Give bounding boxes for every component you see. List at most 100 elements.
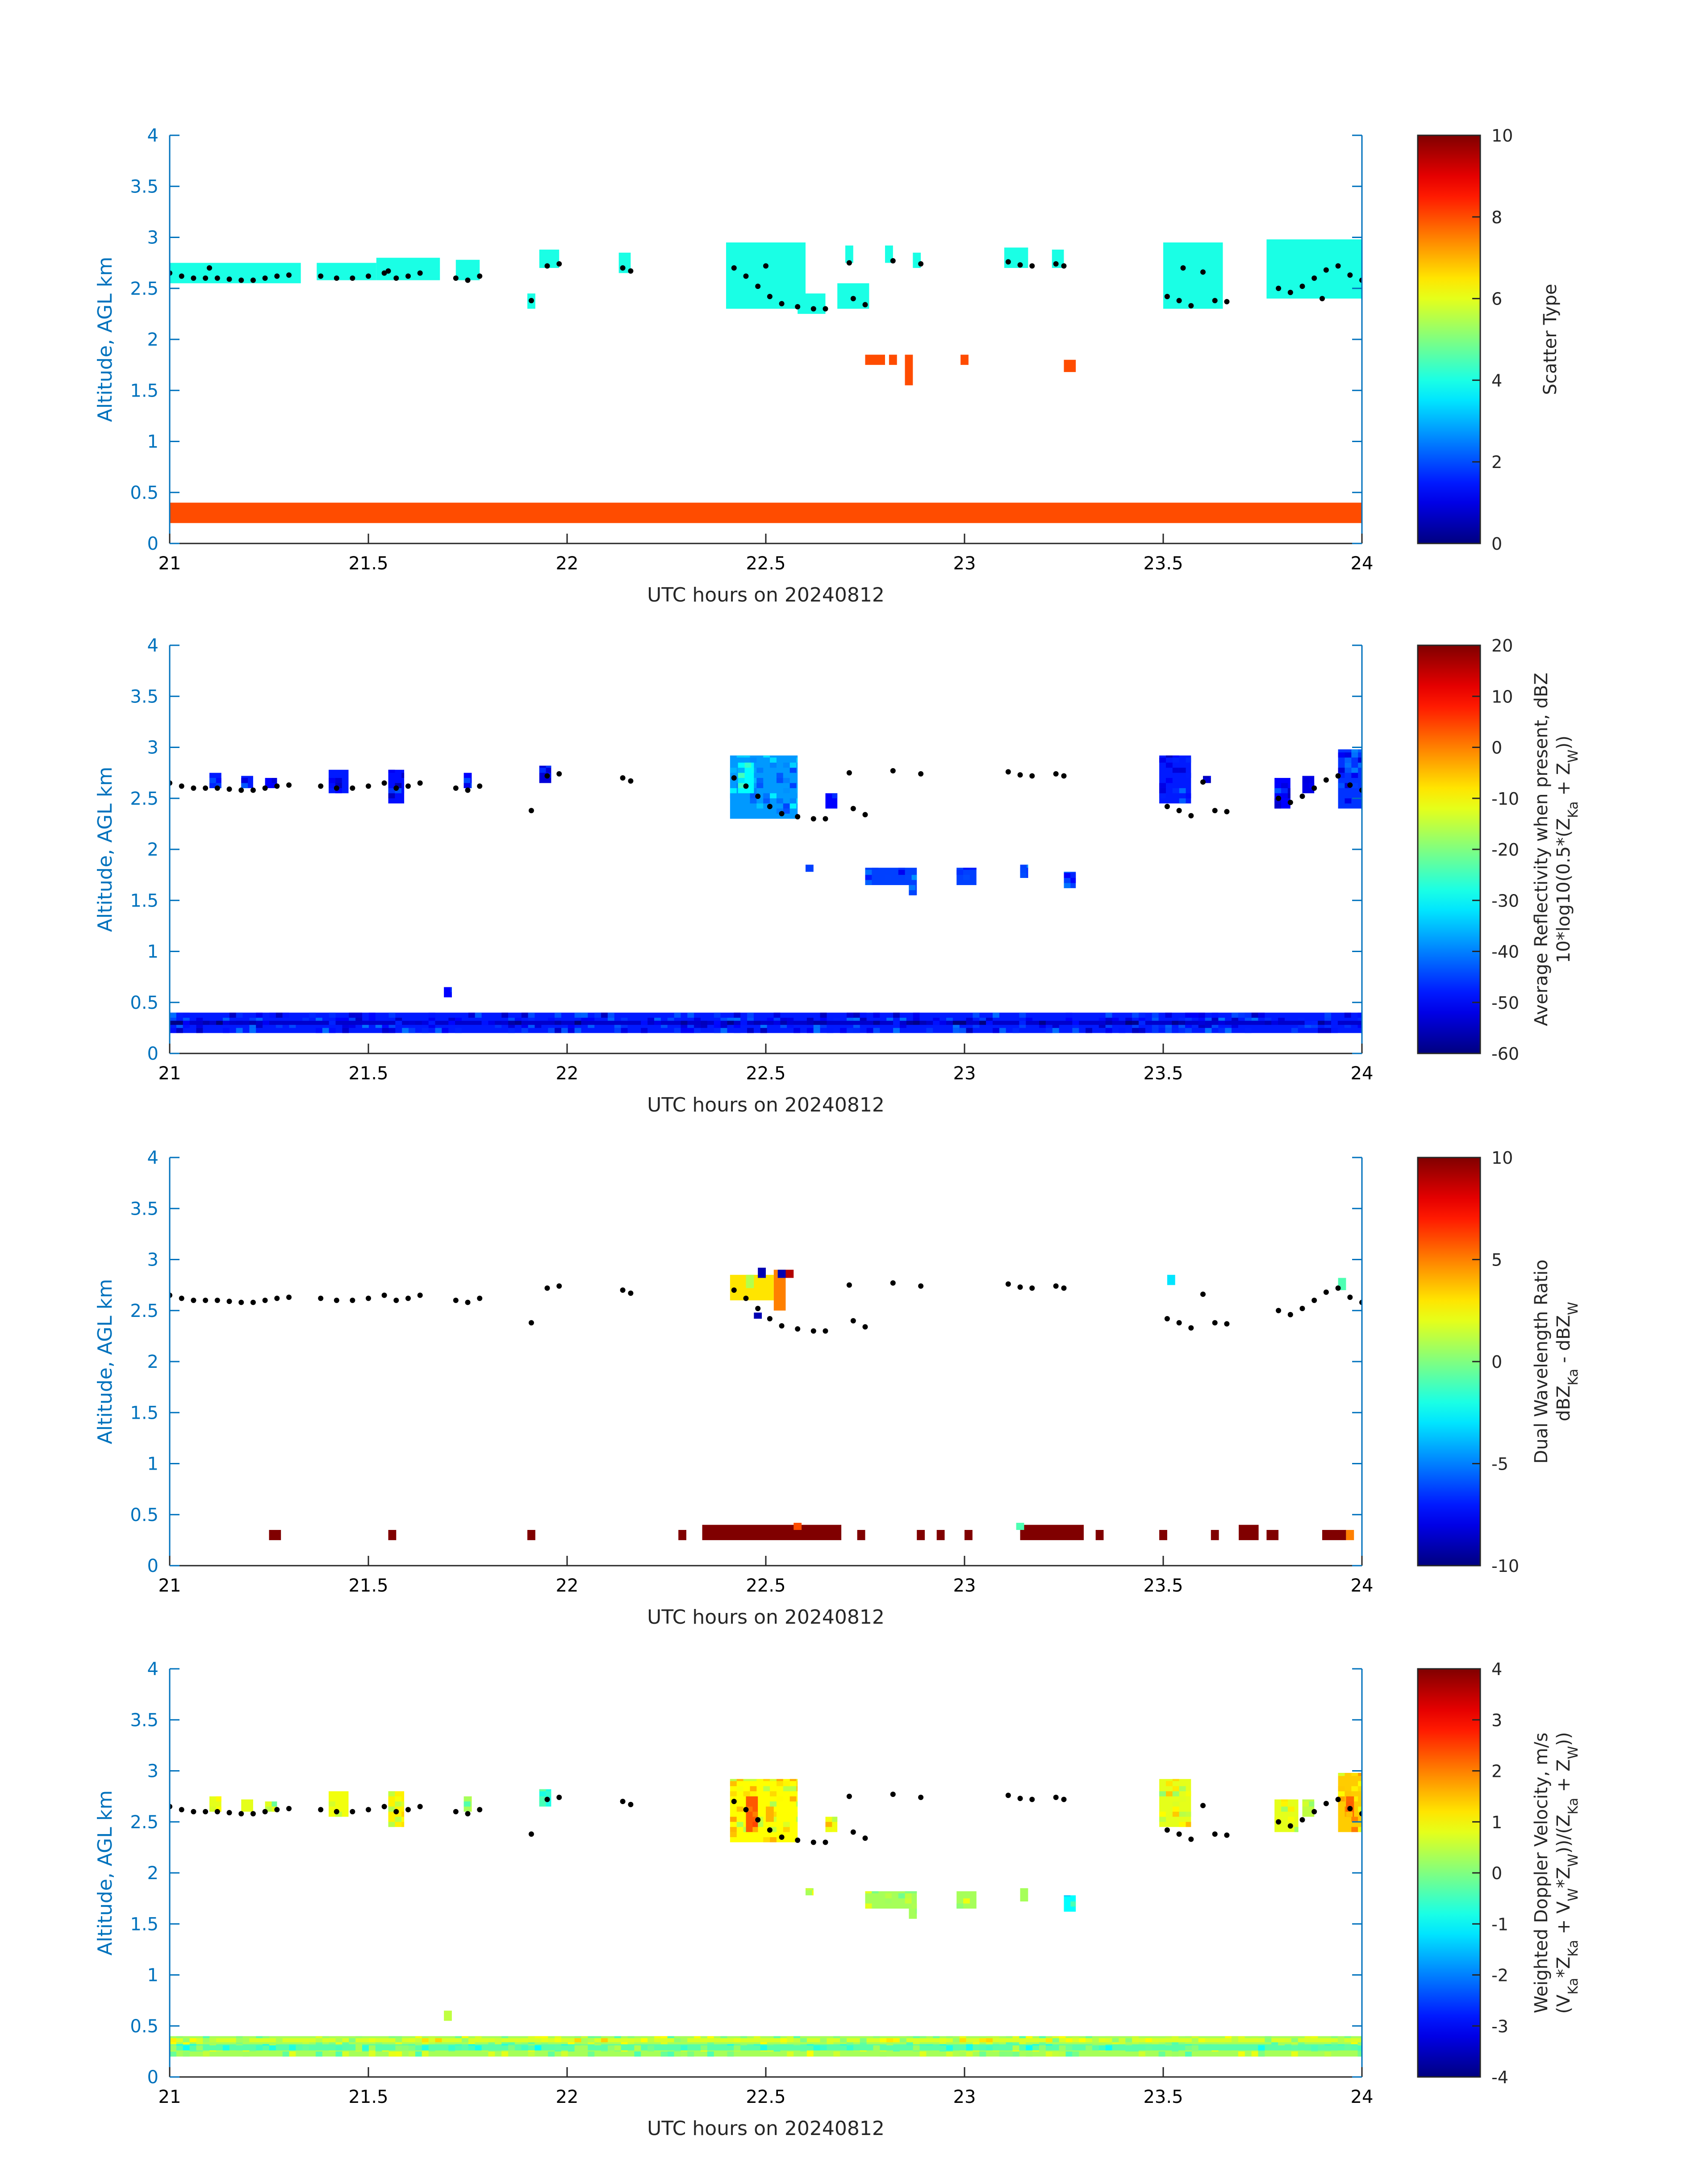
heatmap-cell xyxy=(1291,2051,1298,2057)
heatmap-cell xyxy=(1351,1817,1358,1822)
heatmap-cell xyxy=(847,2045,853,2051)
cloud-top-point xyxy=(286,1806,292,1812)
heatmap-cell xyxy=(1357,2041,1362,2047)
heatmap-cell xyxy=(959,2038,966,2043)
heatmap-cell xyxy=(780,1020,787,1025)
colorbar-tick-label: 4 xyxy=(1491,371,1502,390)
heatmap-cell xyxy=(641,1020,648,1025)
heatmap-cell xyxy=(614,2045,621,2051)
heatmap-cell xyxy=(701,1020,707,1025)
cloud-top-point xyxy=(250,1300,256,1305)
heatmap-cell xyxy=(335,778,342,783)
cloud-top-point xyxy=(405,1807,411,1813)
heatmap-cell xyxy=(409,1028,415,1033)
heatmap-cell xyxy=(860,1018,867,1023)
cloud-top-point xyxy=(1212,1320,1218,1326)
heatmap-cell xyxy=(548,1028,555,1033)
heatmap-cell xyxy=(561,2044,568,2046)
heatmap-cell xyxy=(800,2038,807,2043)
heatmap-cell xyxy=(780,1018,787,1023)
heatmap-cell xyxy=(1065,1018,1073,1023)
heatmap-cell xyxy=(1186,773,1191,778)
heatmap-cell xyxy=(388,793,395,798)
heatmap-cell xyxy=(886,2038,894,2043)
heatmap-cell xyxy=(501,1020,509,1025)
heatmap-cell xyxy=(422,2051,429,2057)
heatmap-cell xyxy=(176,1020,183,1025)
heatmap-cell xyxy=(647,2045,654,2051)
y-tick-label: 4 xyxy=(147,635,159,656)
heatmap-cell xyxy=(986,1018,993,1023)
heatmap-block xyxy=(1016,1523,1024,1530)
heatmap-cell xyxy=(1178,2041,1186,2047)
heatmap-cell xyxy=(395,1018,402,1023)
heatmap-cell xyxy=(796,1817,798,1822)
cloud-top-point xyxy=(250,1811,256,1817)
heatmap-cell xyxy=(335,2044,342,2046)
heatmap-cell xyxy=(1358,749,1362,752)
heatmap-cell xyxy=(905,875,912,880)
heatmap-cell xyxy=(674,2051,681,2057)
cloud-top-point xyxy=(465,277,471,283)
cloud-top-point xyxy=(846,1793,852,1799)
heatmap-cell xyxy=(1012,2044,1019,2046)
heatmap-cell xyxy=(1027,868,1028,873)
heatmap-cell xyxy=(763,1779,770,1781)
heatmap-cell xyxy=(1119,2038,1126,2043)
heatmap-cell xyxy=(738,778,745,783)
heatmap-cell xyxy=(660,2041,668,2047)
heatmap-cell xyxy=(501,1012,509,1018)
x-tick-label: 23 xyxy=(953,1575,976,1596)
heatmap-cell xyxy=(256,1023,263,1028)
cloud-top-point xyxy=(862,302,868,308)
heatmap-cell xyxy=(674,2038,681,2043)
y-tick-label: 1.5 xyxy=(130,1914,159,1935)
cloud-top-point xyxy=(1188,1325,1194,1331)
heatmap-cell xyxy=(455,2044,462,2046)
heatmap-cell xyxy=(1302,778,1309,783)
heatmap-cell xyxy=(614,1023,621,1028)
heatmap-cell xyxy=(1132,2045,1139,2051)
heatmap-cell xyxy=(956,1903,964,1909)
heatmap-cell xyxy=(1198,1023,1205,1028)
heatmap-block xyxy=(1266,1530,1279,1540)
heatmap-cell xyxy=(329,1801,335,1807)
heatmap-cell xyxy=(681,1028,688,1033)
cloud-top-point xyxy=(1164,1316,1170,1322)
cloud-top-point xyxy=(381,1804,387,1809)
heatmap-cell xyxy=(806,2051,814,2057)
colorbar-formula-subscript: Ka xyxy=(1566,1369,1581,1386)
cloud-top-point xyxy=(405,273,411,279)
cloud-top-point xyxy=(731,1799,737,1805)
heatmap-cell xyxy=(1179,798,1186,804)
cloud-top-point xyxy=(846,770,852,776)
heatmap-cell xyxy=(847,2041,853,2047)
heatmap-cell xyxy=(865,880,872,885)
colorbar-formula: 10*log10(0.5*(ZKa + ZW)) xyxy=(1553,735,1581,963)
heatmap-cell xyxy=(1105,2041,1112,2047)
x-tick-label: 22 xyxy=(556,1575,579,1596)
heatmap-cell xyxy=(335,2051,342,2057)
heatmap-cell xyxy=(594,2044,601,2046)
x-tick-label: 22.5 xyxy=(746,1575,785,1596)
heatmap-cell xyxy=(1064,883,1071,888)
cloud-top-point xyxy=(1200,269,1206,275)
cloud-top-point xyxy=(1224,1321,1230,1327)
heatmap-cells xyxy=(269,1267,1354,1540)
panel-reflectivity: 21 21.5 22 22.5 23 23.5 2400.511.522.533.54UTC… xyxy=(94,635,1581,1116)
heatmap-cell xyxy=(979,2045,986,2051)
heatmap-cell xyxy=(1324,2041,1332,2047)
colorbar-formula-part: *Z xyxy=(1553,1867,1574,1888)
cloud-top-point xyxy=(1017,262,1023,268)
heatmap-cell xyxy=(183,1012,190,1018)
heatmap-cell xyxy=(170,1012,176,1018)
heatmap-cell xyxy=(342,2041,349,2047)
cloud-top-point xyxy=(214,275,220,281)
cloud-top-point xyxy=(810,816,816,822)
heatmap-cell xyxy=(236,2038,243,2043)
cloud-top-point xyxy=(862,1324,868,1330)
heatmap-cell xyxy=(1165,1012,1172,1018)
heatmap-cell xyxy=(1152,2041,1159,2047)
heatmap-cell xyxy=(1132,1020,1139,1025)
heatmap-cell xyxy=(468,2045,475,2051)
